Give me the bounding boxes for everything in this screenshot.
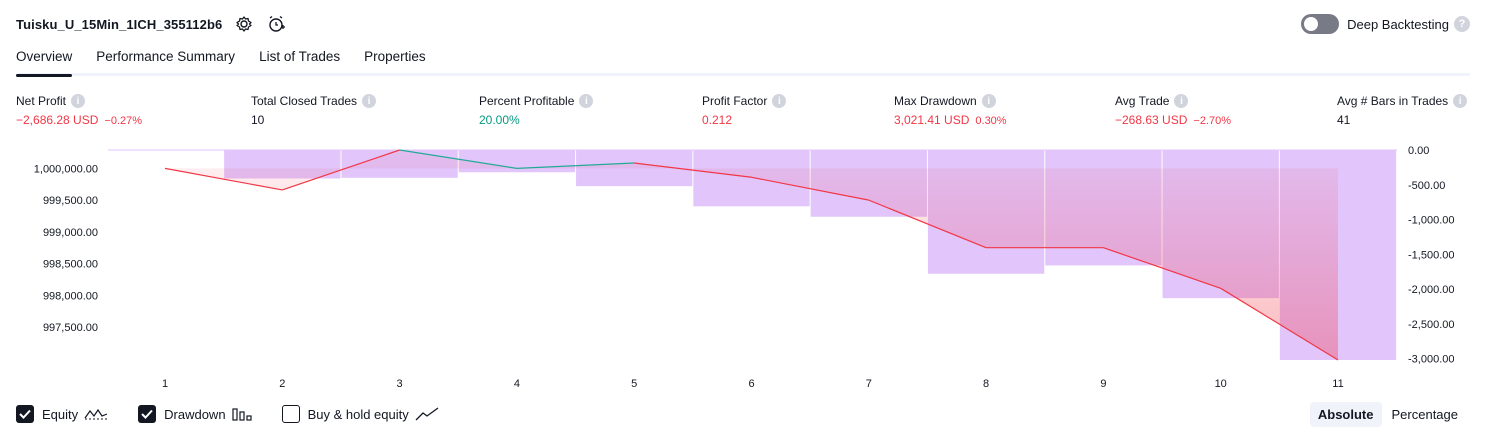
legend-equity[interactable]: Equity	[16, 405, 108, 423]
x-axis-tick: 4	[514, 378, 520, 390]
equity-line-segment	[516, 162, 635, 169]
x-axis-tick: 11	[1332, 378, 1343, 390]
left-axis-tick: 999,000.00	[43, 227, 98, 239]
metric-label: Profit Factor	[702, 94, 768, 108]
strategy-header: Tuisku_U_15Min_1ICH_355112b6	[16, 12, 286, 36]
equity-chart[interactable]: 1,000,000.00 999,500.00 999,000.00 998,500.…	[0, 140, 1486, 392]
x-axis-tick: 9	[1100, 378, 1106, 390]
display-mode: Absolute Percentage	[1308, 401, 1466, 427]
right-axis-tick: -2,500.00	[1408, 319, 1454, 331]
legend-buy-hold[interactable]: Buy & hold equity	[281, 405, 439, 423]
metric-profit-factor: Profit Factor i 0.212	[702, 93, 787, 127]
equity-line-icon	[84, 407, 108, 421]
metric-percent: −2.70%	[1193, 115, 1232, 127]
metric-value: 41	[1337, 113, 1351, 127]
x-axis-tick: 6	[748, 378, 754, 390]
metric-value: −2,686.28 USD	[16, 113, 99, 127]
metric-value: 10	[251, 113, 265, 127]
metric-value: −268.63 USD	[1115, 113, 1188, 127]
info-icon[interactable]: i	[1453, 94, 1468, 108]
tab-bar: Overview Performance Summary List of Tra…	[16, 46, 1470, 77]
metric-avg-bars: Avg # Bars in Trades i 41	[1337, 93, 1468, 127]
chart-legend: Equity Drawdown Buy & hold equity	[16, 403, 469, 425]
right-axis-tick: 0.00	[1408, 145, 1429, 157]
info-icon[interactable]: i	[772, 94, 787, 108]
add-alarm-icon[interactable]	[266, 14, 286, 34]
equity-line-segment	[1103, 247, 1221, 289]
x-axis-tick: 2	[279, 378, 285, 390]
bars-icon	[231, 407, 252, 421]
metric-value: 0.212	[702, 113, 733, 127]
absolute-button[interactable]: Absolute	[1309, 401, 1382, 427]
gear-icon[interactable]	[234, 14, 254, 34]
x-axis-tick: 5	[631, 378, 637, 390]
checkbox-checked-icon[interactable]	[16, 405, 34, 423]
tab-overview[interactable]: Overview	[16, 46, 73, 77]
right-axis-tick: -1,000.00	[1408, 215, 1454, 227]
metric-label: Total Closed Trades	[251, 94, 358, 108]
x-axis-tick: 10	[1215, 378, 1227, 390]
drawdown-bar	[458, 150, 576, 173]
metrics-row: Net Profit i −2,686.28 USD −0.27% Total Cl…	[0, 93, 1486, 133]
metric-label: Percent Profitable	[479, 94, 575, 108]
x-axis-tick: 1	[162, 378, 168, 390]
metric-label: Avg # Bars in Trades	[1337, 94, 1449, 108]
tab-list-of-trades[interactable]: List of Trades	[259, 49, 341, 64]
metric-label: Avg Trade	[1115, 94, 1170, 108]
equity-line-segment	[868, 199, 987, 249]
equity-line-segment	[282, 149, 400, 191]
right-axis-tick: -500.00	[1408, 180, 1445, 192]
right-axis-tick: -1,500.00	[1408, 249, 1454, 261]
left-axis-tick: 999,500.00	[43, 195, 98, 207]
checkbox-unchecked-icon[interactable]	[281, 405, 300, 423]
trend-line-icon	[415, 407, 439, 421]
info-icon[interactable]: i	[981, 94, 996, 108]
metric-net-profit: Net Profit i −2,686.28 USD −0.27%	[16, 93, 142, 127]
left-axis-tick: 998,000.00	[43, 290, 98, 302]
legend-label: Drawdown	[164, 406, 226, 422]
help-icon[interactable]: ?	[1454, 16, 1470, 32]
legend-label: Equity	[42, 406, 79, 422]
metric-percent: −0.27%	[104, 115, 143, 127]
left-axis-tick: 997,500.00	[43, 322, 98, 334]
equity-line-segment	[1220, 287, 1339, 361]
right-axis-tick: -3,000.00	[1408, 354, 1454, 366]
metric-label: Max Drawdown	[894, 94, 977, 108]
metric-value: 20.00%	[479, 113, 520, 127]
equity-line-segment	[399, 149, 517, 169]
metric-percent-profitable: Percent Profitable i 20.00%	[479, 93, 594, 127]
percentage-button[interactable]: Percentage	[1391, 406, 1459, 422]
deep-backtesting: Deep Backtesting ?	[1301, 12, 1470, 36]
metric-avg-trade: Avg Trade i −268.63 USD −2.70%	[1115, 93, 1231, 127]
info-icon[interactable]: i	[1174, 94, 1189, 108]
x-axis-tick: 3	[397, 378, 403, 390]
equity-line-segment	[634, 162, 752, 178]
deep-backtesting-toggle[interactable]	[1301, 14, 1340, 34]
info-icon[interactable]: i	[579, 94, 594, 108]
info-icon[interactable]: i	[362, 94, 377, 108]
checkbox-checked-icon[interactable]	[138, 405, 157, 423]
metric-label: Net Profit	[16, 94, 67, 108]
equity-line-segment	[164, 167, 283, 191]
legend-drawdown[interactable]: Drawdown	[138, 405, 252, 423]
tab-properties[interactable]: Properties	[364, 49, 426, 64]
metric-max-drawdown: Max Drawdown i 3,021.41 USD 0.30%	[894, 93, 1007, 127]
x-axis-tick: 7	[866, 378, 872, 390]
left-axis-tick: 1,000,000.00	[34, 163, 98, 175]
legend-label: Buy & hold equity	[307, 406, 409, 422]
info-icon[interactable]: i	[71, 94, 86, 108]
equity-line-segment	[751, 176, 869, 201]
equity-area	[165, 150, 1338, 360]
metric-value: 3,021.41 USD	[894, 113, 970, 127]
tab-performance-summary[interactable]: Performance Summary	[96, 49, 236, 64]
metric-total-closed-trades: Total Closed Trades i 10	[251, 93, 377, 127]
x-axis-tick: 8	[983, 378, 989, 390]
left-axis-tick: 998,500.00	[43, 259, 98, 271]
right-axis-tick: -2,000.00	[1408, 284, 1454, 296]
metric-percent: 0.30%	[975, 115, 1007, 127]
deep-backtesting-label: Deep Backtesting	[1347, 16, 1449, 32]
strategy-name: Tuisku_U_15Min_1ICH_355112b6	[16, 16, 223, 32]
